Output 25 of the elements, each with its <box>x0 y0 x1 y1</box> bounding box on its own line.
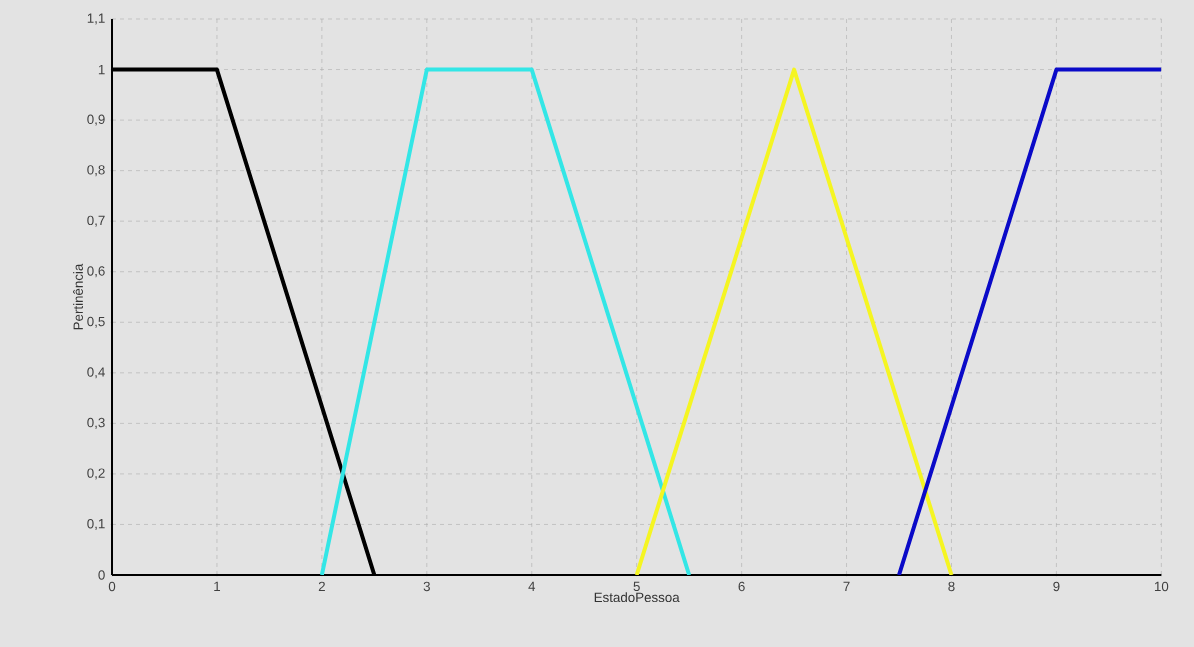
y-tick-label: 0,8 <box>87 165 105 177</box>
y-axis-title: Pertinência <box>73 263 83 330</box>
y-tick-label: 0,6 <box>87 266 105 278</box>
x-tick-label: 3 <box>423 581 430 592</box>
x-axis-title: EstadoPessoa <box>594 592 680 603</box>
x-tick-label: 10 <box>1154 581 1169 592</box>
x-tick-label: 2 <box>318 581 325 592</box>
y-tick-label: 0,7 <box>87 215 105 227</box>
y-tick-label: 0,3 <box>87 417 105 429</box>
x-tick-label: 1 <box>214 581 221 591</box>
x-tick-label: 9 <box>1053 581 1060 592</box>
y-tick-label: 0,5 <box>87 316 105 328</box>
x-tick-label: 5 <box>633 581 640 592</box>
y-tick-label: 0 <box>98 570 105 580</box>
y-tick-label: 0,1 <box>87 518 105 530</box>
x-tick-label: 4 <box>528 581 536 591</box>
x-tick-label: 8 <box>948 581 955 592</box>
y-tick-label: 1 <box>98 64 105 75</box>
x-tick-label: 0 <box>108 581 116 592</box>
y-tick-label: 1,1 <box>87 13 105 25</box>
y-tick-label: 0,9 <box>87 114 105 126</box>
y-tick-label: 0,2 <box>87 468 105 480</box>
y-tick-label: 0,4 <box>87 367 105 379</box>
x-tick-label: 7 <box>843 581 850 591</box>
x-tick-label: 6 <box>738 581 745 592</box>
